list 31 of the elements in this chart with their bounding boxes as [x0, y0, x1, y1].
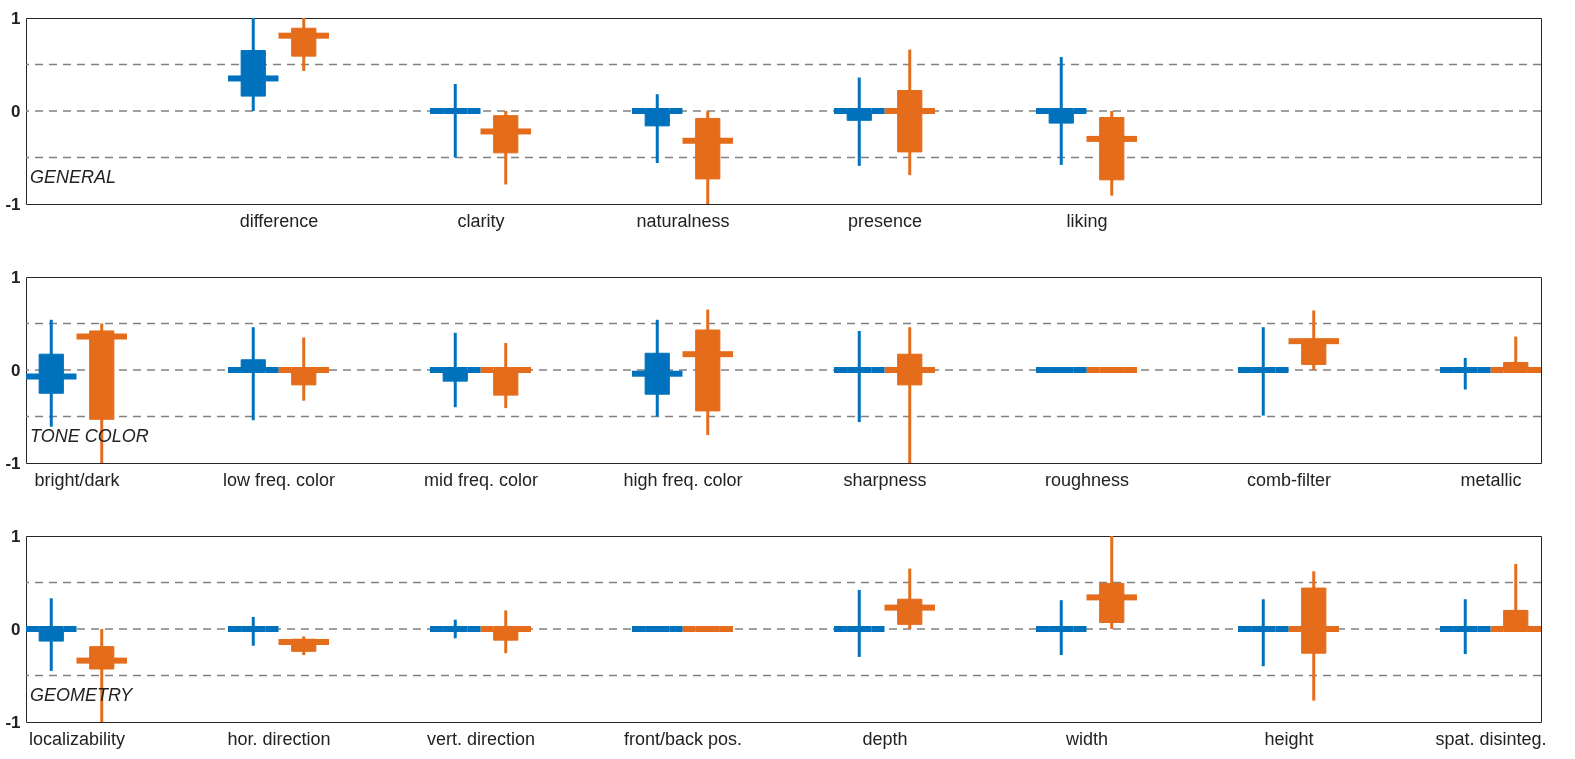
y-tick-label: 1: [11, 8, 21, 28]
y-tick-label: 1: [11, 267, 21, 287]
y-tick-label: 1: [11, 526, 21, 546]
x-tick-label: low freq. color: [222, 469, 336, 490]
x-tick-label: bright/dark: [34, 469, 121, 490]
y-tick-label: -1: [5, 194, 21, 214]
x-tick-label: height: [1264, 728, 1314, 749]
y-tick-label: 0: [11, 619, 21, 639]
x-tick-label: localizability: [28, 728, 126, 749]
x-tick-label: roughness: [1044, 469, 1130, 490]
x-tick-label: spat. disinteg.: [1435, 728, 1547, 749]
x-tick-label: difference: [239, 210, 319, 231]
x-tick-label: depth: [862, 728, 908, 749]
x-tick-label: naturalness: [636, 210, 730, 231]
x-tick-label: liking: [1066, 210, 1108, 231]
x-tick-label: mid freq. color: [423, 469, 539, 490]
annotation: GENERAL: [30, 167, 117, 187]
x-tick-label: front/back pos.: [623, 728, 743, 749]
x-tick-label: comb-filter: [1246, 469, 1332, 490]
x-tick-label: hor. direction: [227, 728, 331, 749]
x-tick-label: sharpness: [843, 469, 927, 490]
y-tick-label: -1: [5, 453, 21, 473]
x-tick-label: high freq. color: [623, 469, 743, 490]
y-tick-label: 0: [11, 101, 21, 121]
x-tick-label: clarity: [457, 210, 505, 231]
x-tick-label: metallic: [1460, 469, 1522, 490]
x-tick-label: presence: [847, 210, 923, 231]
x-tick-label: width: [1064, 728, 1109, 749]
y-tick-label: 0: [11, 360, 21, 380]
x-tick-label: vert. direction: [426, 728, 536, 749]
y-tick-label: -1: [5, 712, 21, 732]
